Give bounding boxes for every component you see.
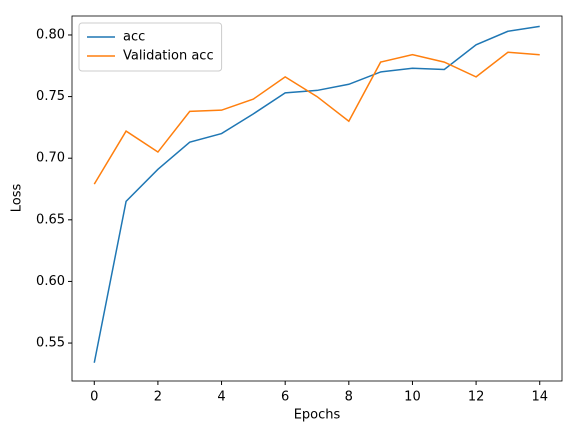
legend: acc Validation acc	[78, 22, 223, 72]
x-tick-label: 4	[217, 390, 225, 405]
y-tick-label: 0.60	[36, 274, 65, 289]
x-axis-label: Epochs	[294, 408, 341, 423]
x-tick-label: 6	[281, 390, 289, 405]
y-tick-label: 0.65	[36, 212, 65, 227]
y-tick-label: 0.70	[36, 151, 65, 166]
x-tick-label: 10	[404, 390, 421, 405]
data-line	[93, 51, 540, 185]
y-tick-label: 0.80	[36, 27, 65, 42]
legend-label: acc	[123, 30, 145, 45]
y-axis-label: Loss	[10, 184, 25, 213]
x-tick-label: 12	[468, 390, 485, 405]
x-tick-label: 2	[154, 390, 162, 405]
x-tick-label: 8	[345, 390, 353, 405]
x-tick-label: 0	[90, 390, 98, 405]
y-tick-label: 0.55	[36, 336, 65, 351]
legend-box	[78, 22, 223, 72]
legend-label: Validation acc	[123, 49, 214, 64]
plot-frame	[71, 15, 563, 382]
y-tick-label: 0.75	[36, 89, 65, 104]
x-tick-label: 14	[531, 390, 548, 405]
data-line	[93, 25, 540, 363]
